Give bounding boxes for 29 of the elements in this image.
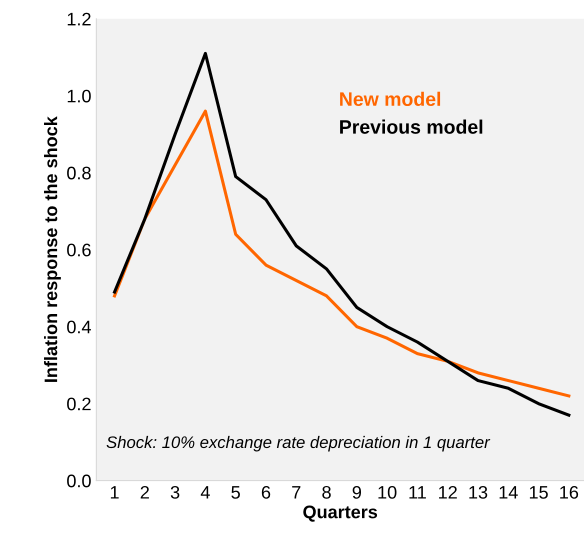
x-tick-label: 8: [322, 486, 331, 499]
x-tick-label: 6: [262, 486, 270, 499]
y-tick-label: 1.0: [68, 90, 91, 102]
x-tick-label: 9: [352, 486, 362, 499]
x-tick-label: 1: [110, 486, 119, 499]
x-tick-label: 2: [140, 486, 149, 499]
y-tick-label: 0.8: [67, 166, 91, 180]
line-series: [113, 52, 570, 417]
x-tick-label: 4: [200, 486, 210, 499]
x-axis-title: Quarters: [303, 506, 378, 522]
text: Previous model: [340, 120, 482, 134]
x-tick-label: 5: [231, 486, 240, 499]
y-tick-label: 0.2: [67, 398, 91, 410]
x-tick-label: 11: [409, 486, 426, 499]
y-tick-label: 1.2: [68, 12, 91, 26]
x-tick-label: 7: [292, 486, 300, 499]
y-tick-label: 0.6: [67, 244, 91, 256]
x-tick-label: 13: [469, 486, 488, 499]
x-tick-label: 14: [500, 486, 518, 499]
x-tick-label: 15: [530, 486, 548, 499]
y-axis-title: Inflation response to the shock: [44, 116, 61, 382]
annotation: Shock: 10% exchange rate depreciation in 1 quarter: [106, 436, 490, 452]
y-tick-label: 0.0: [67, 474, 91, 488]
y-tick-label: 0.4: [67, 320, 91, 334]
x-tick-label: 10: [378, 486, 396, 499]
text: New model: [340, 92, 440, 106]
x-tick-label: 12: [439, 486, 457, 499]
x-tick-label: 16: [560, 486, 578, 499]
x-tick-label: 3: [170, 486, 180, 499]
